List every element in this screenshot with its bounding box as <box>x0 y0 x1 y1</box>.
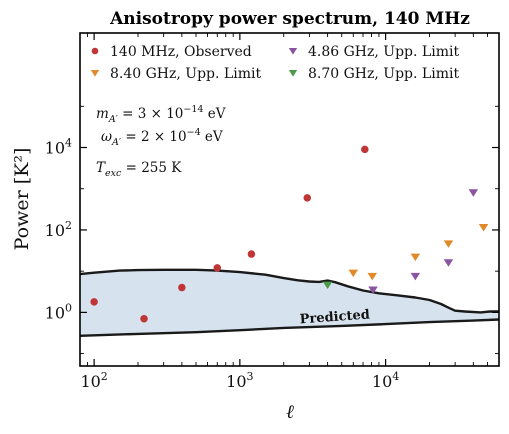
data-point <box>140 315 148 323</box>
legend-marker <box>288 69 298 77</box>
legend-marker <box>90 69 100 77</box>
chart-title: Anisotropy power spectrum, 140 MHz <box>109 9 470 29</box>
data-point <box>90 298 98 306</box>
legend-entry: 4.86 GHz, Upp. Limit <box>288 44 459 60</box>
data-point <box>178 283 186 292</box>
legend-entry: 140 MHz, Observed <box>91 44 252 60</box>
data-point <box>322 281 333 290</box>
data-point <box>367 272 378 281</box>
series-3 <box>348 224 489 281</box>
x-axis-label: ℓ <box>286 401 294 423</box>
data-point <box>303 194 311 202</box>
x-tick-label: 104 <box>372 370 399 391</box>
legend-entry: 8.70 GHz, Upp. Limit <box>288 66 459 82</box>
series-1 <box>90 145 369 323</box>
data-point <box>410 253 421 262</box>
data-point <box>368 286 378 295</box>
data-point <box>443 240 454 248</box>
y-axis-label: Power [K²] <box>11 148 33 251</box>
legend-label: 8.40 GHz, Upp. Limit <box>110 66 261 82</box>
data-point <box>247 250 256 258</box>
ticks-layer: 102 103 104 100 102 104 <box>45 33 499 391</box>
legend-entry: 8.40 GHz, Upp. Limit <box>90 66 261 82</box>
annotation-line: mA′ = 3 × 10−14 eV <box>96 104 226 125</box>
y-tick-label: 104 <box>45 137 72 158</box>
annotation-line: Texc = 255 K <box>96 160 182 179</box>
x-tick-label: 103 <box>226 370 253 391</box>
predicted-upper-curve <box>80 268 499 314</box>
legend-marker <box>288 47 298 55</box>
data-point <box>478 224 489 232</box>
data-point <box>410 272 421 281</box>
legend-label: 140 MHz, Observed <box>110 44 252 60</box>
predicted-lower-curve <box>80 318 499 337</box>
legend: 140 MHz, Observed 4.86 GHz, Upp. Limit 8.4… <box>90 44 459 82</box>
series-2 <box>368 189 479 295</box>
data-point <box>443 259 454 267</box>
data-point <box>213 264 222 272</box>
predicted-band-label: Predicted <box>299 308 370 328</box>
plot-frame <box>79 32 500 367</box>
annotation-line: ωA′ = 2 × 10−4 eV <box>101 127 223 148</box>
legend-label: 4.86 GHz, Upp. Limit <box>308 44 459 60</box>
y-tick-label: 100 <box>45 301 72 322</box>
data-point <box>468 189 479 197</box>
x-tick-label: 102 <box>80 370 107 391</box>
data-points-layer <box>90 145 489 323</box>
data-point <box>348 269 359 278</box>
legend-marker <box>91 47 99 55</box>
data-point <box>361 145 369 154</box>
predicted-band-layer: Predicted <box>80 268 499 337</box>
series-4 <box>322 281 333 290</box>
legend-label: 8.70 GHz, Upp. Limit <box>308 66 459 82</box>
y-tick-label: 102 <box>45 219 72 240</box>
